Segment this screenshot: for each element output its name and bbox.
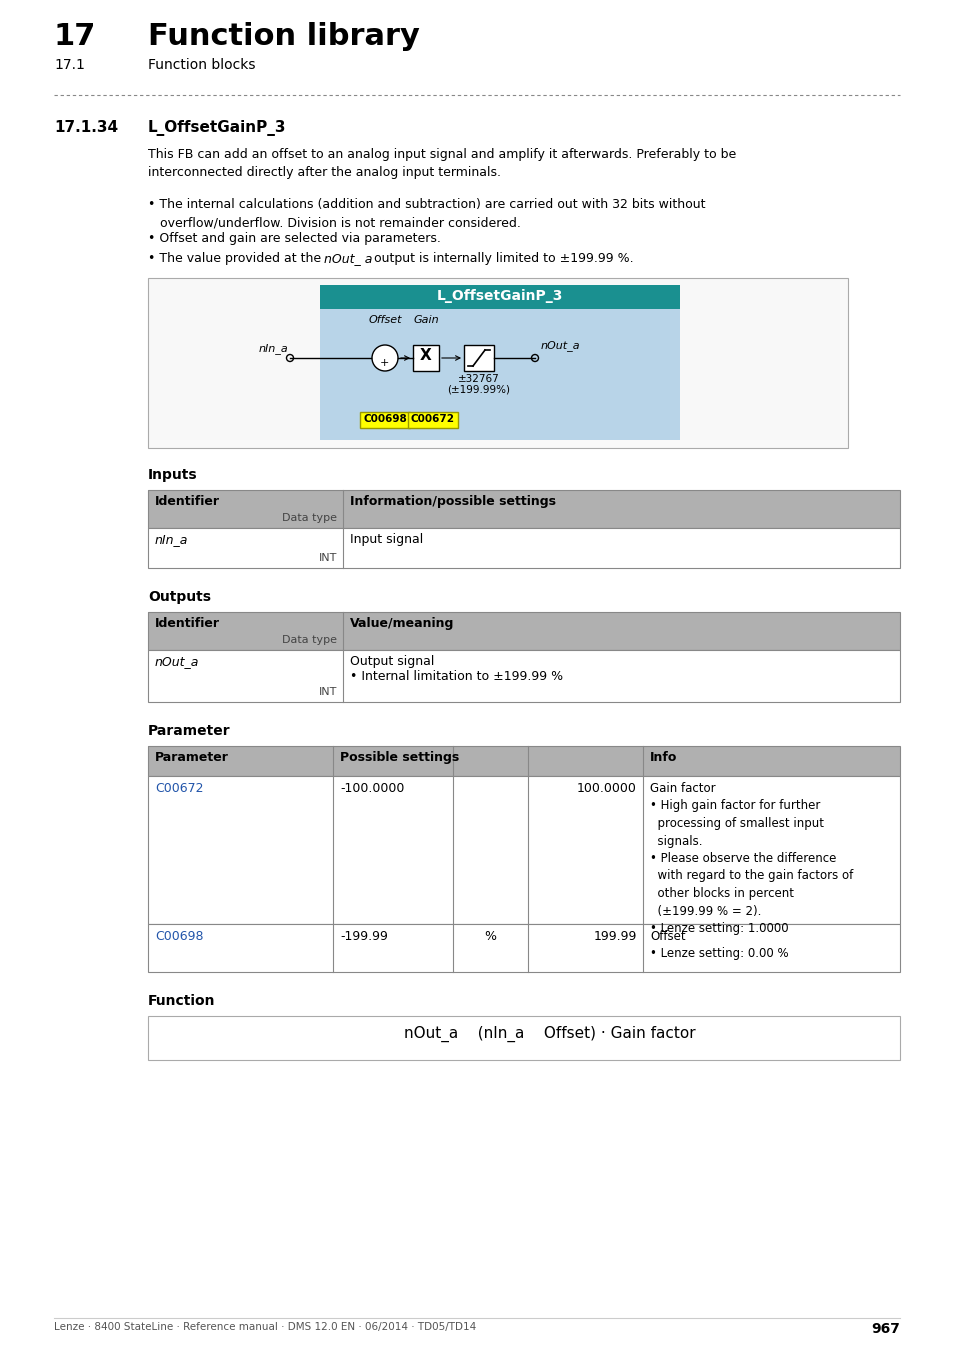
Bar [148,923,899,972]
Bar [148,1017,899,1060]
Text: Outputs: Outputs [148,590,211,603]
Bar [148,490,899,528]
Text: 17: 17 [54,22,96,51]
Text: Gain: Gain [413,315,438,325]
Text: X: X [419,348,432,363]
Text: Function library: Function library [148,22,419,51]
Bar [148,747,899,776]
Text: %: % [484,930,496,944]
Bar [148,278,847,448]
Bar [148,612,899,649]
Text: Identifier: Identifier [154,495,220,508]
Text: C00698: C00698 [363,414,406,424]
Text: nOut_a: nOut_a [540,340,580,351]
Text: +: + [379,358,388,369]
Text: • Internal limitation to ±199.99 %: • Internal limitation to ±199.99 % [350,670,562,683]
Text: C00698: C00698 [154,930,203,944]
Bar [319,285,679,440]
Bar [408,412,457,428]
Bar [319,285,679,309]
Text: Data type: Data type [282,513,336,522]
Text: -199.99: -199.99 [339,930,388,944]
Text: nIn_a: nIn_a [258,343,288,354]
Bar [148,612,899,649]
Text: nOut_a    (nIn_a    Offset) · Gain factor: nOut_a (nIn_a Offset) · Gain factor [403,1026,695,1042]
Text: nOut_a: nOut_a [154,655,199,668]
Text: Gain factor
• High gain factor for further
  processing of smallest input
  sign: Gain factor • High gain factor for furth… [649,782,852,936]
Text: -100.0000: -100.0000 [339,782,404,795]
Text: INT: INT [318,687,336,697]
Bar [148,528,899,568]
Text: Possible settings: Possible settings [339,751,458,764]
Text: Offset: Offset [368,315,401,325]
Bar [148,747,899,776]
Text: Parameter: Parameter [154,751,229,764]
Text: This FB can add an offset to an analog input signal and amplify it afterwards. P: This FB can add an offset to an analog i… [148,148,736,180]
Bar [413,346,438,371]
Text: ±32767: ±32767 [457,374,499,383]
Text: Value/meaning: Value/meaning [350,617,454,630]
Text: Output signal: Output signal [350,655,434,668]
Bar [148,649,899,702]
Text: 967: 967 [870,1322,899,1336]
Text: Identifier: Identifier [154,617,220,630]
Text: INT: INT [318,554,336,563]
Text: nOut_ a: nOut_ a [324,252,372,265]
Text: L_OffsetGainP_3: L_OffsetGainP_3 [436,289,562,302]
Bar [148,490,899,528]
Text: • Offset and gain are selected via parameters.: • Offset and gain are selected via param… [148,232,440,244]
Text: 17.1: 17.1 [54,58,85,72]
Bar [359,412,410,428]
Bar [463,346,494,371]
Text: L_OffsetGainP_3: L_OffsetGainP_3 [148,120,286,136]
Text: • The internal calculations (addition and subtraction) are carried out with 32 b: • The internal calculations (addition an… [148,198,705,230]
Text: Input signal: Input signal [350,533,423,545]
Text: output is internally limited to ±199.99 %.: output is internally limited to ±199.99 … [370,252,633,265]
Circle shape [372,346,397,371]
Text: 199.99: 199.99 [593,930,637,944]
Text: 17.1.34: 17.1.34 [54,120,118,135]
Text: Info: Info [649,751,677,764]
Text: Parameter: Parameter [148,724,231,738]
Text: C00672: C00672 [154,782,203,795]
Text: 100.0000: 100.0000 [577,782,637,795]
Text: Function: Function [148,994,215,1008]
Bar [148,776,899,923]
Text: Data type: Data type [282,634,336,645]
Text: Function blocks: Function blocks [148,58,255,72]
Text: nIn_a: nIn_a [154,533,188,545]
Text: Inputs: Inputs [148,468,197,482]
Text: • The value provided at the: • The value provided at the [148,252,325,265]
Text: Offset
• Lenze setting: 0.00 %: Offset • Lenze setting: 0.00 % [649,930,788,960]
Text: (±199.99%): (±199.99%) [447,383,510,394]
Text: Lenze · 8400 StateLine · Reference manual · DMS 12.0 EN · 06/2014 · TD05/TD14: Lenze · 8400 StateLine · Reference manua… [54,1322,476,1332]
Text: Information/possible settings: Information/possible settings [350,495,556,508]
Text: C00672: C00672 [411,414,455,424]
